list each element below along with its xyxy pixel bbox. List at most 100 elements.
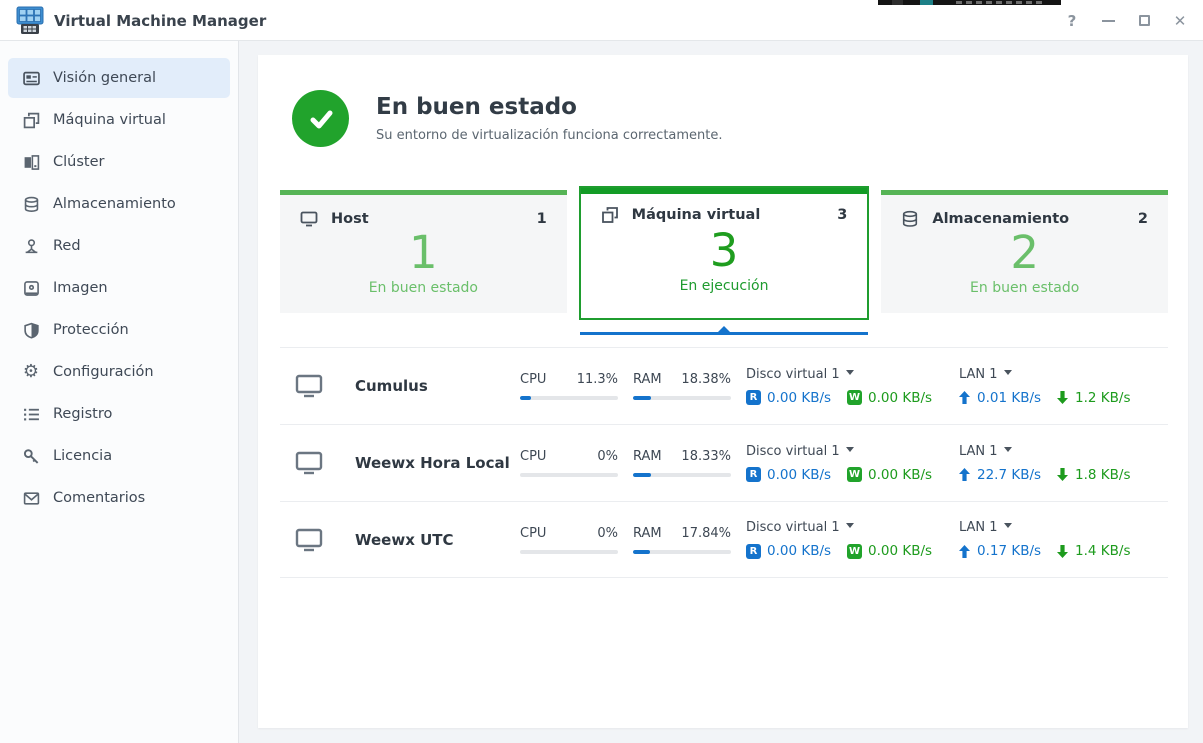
vm-row[interactable]: Weewx UTC CPU 0% RAM 17.84% Disco virtua… bbox=[280, 501, 1168, 578]
vm-row[interactable]: Cumulus CPU 11.3% RAM 18.38% Disco virtu… bbox=[280, 347, 1168, 424]
help-button[interactable]: ? bbox=[1067, 11, 1077, 30]
card-label: Máquina virtual bbox=[631, 207, 761, 223]
ram-value: 18.38% bbox=[681, 372, 731, 387]
disk-selector[interactable]: Disco virtual 1 bbox=[746, 520, 959, 535]
card-status-text: En ejecución bbox=[679, 278, 769, 294]
read-badge-icon: R bbox=[746, 467, 761, 482]
disk-stat: Disco virtual 1 R 0.00 KB/s W 0.00 KB/s bbox=[746, 367, 959, 406]
disk-write-value: 0.00 KB/s bbox=[868, 543, 933, 559]
sidebar-item-almacenamiento[interactable]: Almacenamiento bbox=[8, 184, 230, 224]
cpu-value: 0% bbox=[597, 449, 618, 464]
download-arrow-icon bbox=[1057, 391, 1069, 404]
disk-selector[interactable]: Disco virtual 1 bbox=[746, 367, 959, 382]
host-monitor-icon bbox=[300, 210, 318, 228]
write-badge-icon: W bbox=[847, 390, 863, 405]
log-list-icon bbox=[22, 405, 40, 423]
upload-arrow-icon bbox=[959, 391, 970, 404]
ram-progress-bar bbox=[633, 549, 731, 554]
chevron-down-icon bbox=[1003, 523, 1012, 528]
sidebar-item-red[interactable]: Red bbox=[8, 226, 230, 266]
lan-stat: LAN 1 0.01 KB/s 1.2 KB/s bbox=[959, 367, 1168, 406]
main-area: En buen estado Su entorno de virtualizac… bbox=[240, 41, 1203, 743]
cpu-label: CPU bbox=[520, 525, 547, 541]
disk-write-value: 0.00 KB/s bbox=[868, 466, 933, 483]
sidebar-item-cluster[interactable]: Clúster bbox=[8, 142, 230, 182]
lan-label: LAN 1 bbox=[959, 366, 998, 382]
minimize-button[interactable] bbox=[1097, 10, 1119, 32]
sidebar-item-imagen[interactable]: Imagen bbox=[8, 268, 230, 308]
virtual-machine-card[interactable]: Máquina virtual 3 3 En ejecución bbox=[578, 186, 870, 320]
card-top-bar bbox=[881, 190, 1169, 195]
sidebar-item-label: Visión general bbox=[53, 70, 156, 86]
chevron-down-icon bbox=[845, 523, 854, 528]
lan-download-value: 1.4 KB/s bbox=[1075, 543, 1131, 559]
health-check-icon bbox=[292, 90, 349, 147]
app-title: Virtual Machine Manager bbox=[54, 12, 267, 30]
vm-row[interactable]: Weewx Hora Local CPU 0% RAM 18.33% Disco… bbox=[280, 424, 1168, 501]
sidebar-item-label: Licencia bbox=[53, 448, 113, 464]
sidebar-item-proteccion[interactable]: Protección bbox=[8, 310, 230, 350]
gear-icon: ⚙ bbox=[22, 361, 40, 382]
sidebar-item-comentarios[interactable]: Comentarios bbox=[8, 478, 230, 518]
card-count: 2 bbox=[1137, 211, 1149, 227]
sidebar-item-vision-general[interactable]: Visión general bbox=[8, 58, 230, 98]
card-status-text: En buen estado bbox=[368, 280, 478, 296]
sidebar-item-label: Clúster bbox=[53, 154, 105, 170]
summary-cards: Host 1 1 En buen estado Máquina virtual … bbox=[280, 186, 1169, 320]
host-card[interactable]: Host 1 1 En buen estado bbox=[280, 190, 567, 313]
lan-upload-value: 0.17 KB/s bbox=[977, 543, 1042, 559]
cluster-icon bbox=[22, 153, 40, 171]
disk-read-value: 0.00 KB/s bbox=[767, 466, 832, 483]
feedback-envelope-icon bbox=[22, 489, 40, 507]
sidebar-item-registro[interactable]: Registro bbox=[8, 394, 230, 434]
card-label: Host bbox=[331, 211, 369, 227]
network-icon bbox=[22, 237, 40, 255]
health-status-header: En buen estado Su entorno de virtualizac… bbox=[292, 90, 723, 147]
lan-label: LAN 1 bbox=[959, 520, 998, 535]
sidebar-item-licencia[interactable]: Licencia bbox=[8, 436, 230, 476]
image-icon bbox=[22, 279, 40, 297]
cpu-stat: CPU 0% bbox=[520, 449, 618, 477]
lan-selector[interactable]: LAN 1 bbox=[959, 444, 1168, 459]
disk-selector[interactable]: Disco virtual 1 bbox=[746, 444, 959, 459]
selected-card-indicator bbox=[580, 326, 868, 335]
virtual-machine-icon bbox=[22, 111, 40, 129]
vm-monitor-icon bbox=[295, 451, 325, 475]
shield-icon bbox=[22, 321, 40, 339]
cpu-label: CPU bbox=[520, 372, 547, 387]
cpu-stat: CPU 11.3% bbox=[520, 372, 618, 400]
overview-panel: En buen estado Su entorno de virtualizac… bbox=[258, 55, 1188, 728]
lan-download-value: 1.2 KB/s bbox=[1075, 389, 1131, 406]
lan-selector[interactable]: LAN 1 bbox=[959, 367, 1168, 382]
card-status-text: En buen estado bbox=[970, 280, 1080, 296]
vm-list: Cumulus CPU 11.3% RAM 18.38% Disco virtu… bbox=[280, 347, 1168, 578]
disk-label: Disco virtual 1 bbox=[746, 520, 840, 535]
ram-stat: RAM 17.84% bbox=[633, 526, 731, 554]
storage-cylinder-icon bbox=[901, 210, 919, 228]
disk-label: Disco virtual 1 bbox=[746, 366, 840, 382]
lan-selector[interactable]: LAN 1 bbox=[959, 520, 1168, 535]
download-arrow-icon bbox=[1057, 544, 1069, 558]
key-icon bbox=[22, 447, 40, 465]
vm-monitor-icon bbox=[295, 374, 325, 398]
upload-arrow-icon bbox=[959, 468, 970, 481]
sidebar-item-maquina-virtual[interactable]: Máquina virtual bbox=[8, 100, 230, 140]
chevron-down-icon bbox=[845, 369, 854, 375]
vm-name: Cumulus bbox=[355, 377, 428, 395]
sidebar-item-configuracion[interactable]: ⚙ Configuración bbox=[8, 352, 230, 392]
close-button[interactable]: ✕ bbox=[1173, 11, 1187, 30]
maximize-button[interactable] bbox=[1133, 10, 1155, 32]
storage-card[interactable]: Almacenamiento 2 2 En buen estado bbox=[881, 190, 1169, 313]
card-top-bar bbox=[580, 188, 868, 194]
sidebar-item-label: Registro bbox=[53, 406, 113, 422]
write-badge-icon: W bbox=[847, 543, 863, 559]
ram-value: 17.84% bbox=[681, 525, 731, 541]
disk-stat: Disco virtual 1 R 0.00 KB/s W 0.00 KB/s bbox=[746, 444, 959, 483]
disk-stat: Disco virtual 1 R 0.00 KB/s W 0.00 KB/s bbox=[746, 520, 959, 559]
ram-stat: RAM 18.33% bbox=[633, 449, 731, 477]
health-status-subtitle: Su entorno de virtualización funciona co… bbox=[376, 128, 723, 143]
cpu-value: 0% bbox=[597, 525, 618, 541]
vm-name: Weewx Hora Local bbox=[355, 454, 510, 472]
disk-write-value: 0.00 KB/s bbox=[868, 389, 933, 406]
